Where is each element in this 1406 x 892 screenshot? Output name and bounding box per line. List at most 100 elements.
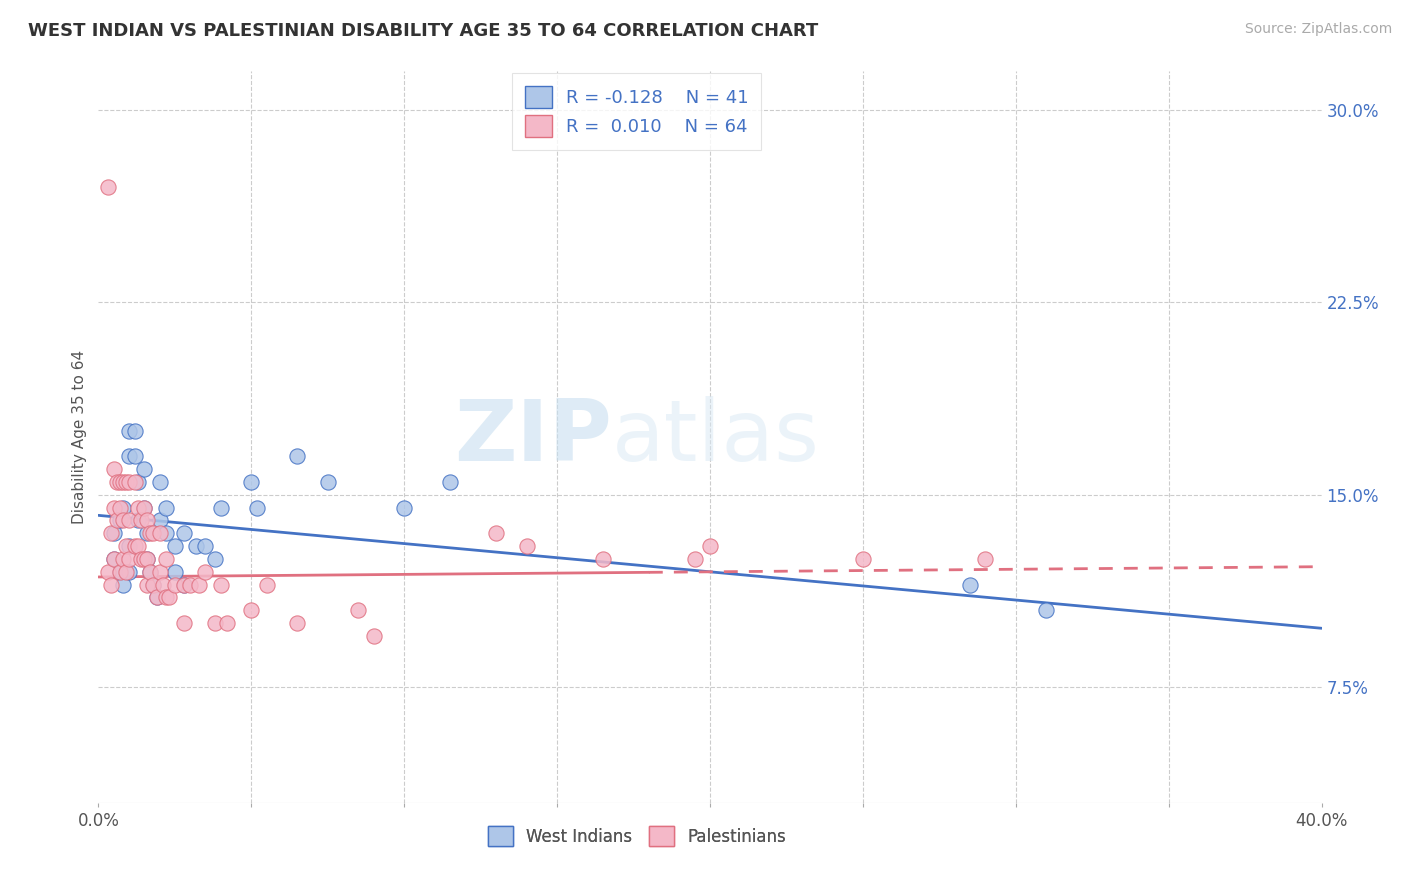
Point bbox=[100, 577, 122, 591]
Point bbox=[127, 514, 149, 528]
Point bbox=[111, 500, 134, 515]
Point bbox=[108, 565, 131, 579]
Text: WEST INDIAN VS PALESTINIAN DISABILITY AGE 35 TO 64 CORRELATION CHART: WEST INDIAN VS PALESTINIAN DISABILITY AG… bbox=[28, 22, 818, 40]
Point bbox=[115, 539, 138, 553]
Point bbox=[108, 475, 131, 489]
Point bbox=[97, 565, 120, 579]
Point bbox=[179, 577, 201, 591]
Point bbox=[188, 577, 211, 591]
Point bbox=[485, 526, 508, 541]
Point bbox=[118, 565, 141, 579]
Point bbox=[139, 526, 162, 541]
Point bbox=[118, 475, 141, 489]
Point bbox=[103, 552, 125, 566]
Point bbox=[115, 475, 138, 489]
Point bbox=[139, 565, 162, 579]
Point bbox=[246, 500, 269, 515]
Point bbox=[108, 500, 131, 515]
Point bbox=[103, 500, 125, 515]
Point bbox=[155, 552, 177, 566]
Point bbox=[149, 565, 172, 579]
Point bbox=[439, 475, 461, 489]
Point bbox=[163, 565, 186, 579]
Point bbox=[347, 603, 370, 617]
Point bbox=[127, 539, 149, 553]
Point bbox=[136, 552, 159, 566]
Point bbox=[173, 577, 195, 591]
Point bbox=[683, 552, 706, 566]
Point bbox=[204, 616, 226, 631]
Point bbox=[149, 526, 172, 541]
Point bbox=[136, 526, 159, 541]
Point bbox=[105, 514, 128, 528]
Point bbox=[163, 539, 186, 553]
Point bbox=[111, 577, 134, 591]
Point bbox=[974, 552, 997, 566]
Point bbox=[127, 475, 149, 489]
Text: Source: ZipAtlas.com: Source: ZipAtlas.com bbox=[1244, 22, 1392, 37]
Point bbox=[111, 552, 134, 566]
Point bbox=[118, 539, 141, 553]
Point bbox=[103, 552, 125, 566]
Point bbox=[145, 591, 167, 605]
Legend: West Indians, Palestinians: West Indians, Palestinians bbox=[481, 820, 793, 853]
Point bbox=[209, 500, 232, 515]
Point bbox=[316, 475, 339, 489]
Point bbox=[285, 450, 308, 464]
Point bbox=[97, 179, 120, 194]
Point bbox=[204, 552, 226, 566]
Point bbox=[129, 514, 152, 528]
Point bbox=[959, 577, 981, 591]
Point bbox=[139, 565, 162, 579]
Point bbox=[142, 577, 165, 591]
Point bbox=[149, 475, 172, 489]
Point bbox=[173, 526, 195, 541]
Point bbox=[124, 450, 146, 464]
Point bbox=[134, 552, 156, 566]
Point bbox=[105, 475, 128, 489]
Point bbox=[215, 616, 238, 631]
Point bbox=[285, 616, 308, 631]
Point bbox=[256, 577, 278, 591]
Point bbox=[103, 462, 125, 476]
Point bbox=[699, 539, 721, 553]
Point bbox=[111, 514, 134, 528]
Point bbox=[118, 552, 141, 566]
Point bbox=[1035, 603, 1057, 617]
Point bbox=[155, 526, 177, 541]
Point bbox=[100, 526, 122, 541]
Point bbox=[118, 514, 141, 528]
Point bbox=[118, 450, 141, 464]
Point bbox=[240, 603, 263, 617]
Point bbox=[142, 526, 165, 541]
Y-axis label: Disability Age 35 to 64: Disability Age 35 to 64 bbox=[72, 350, 87, 524]
Point bbox=[152, 577, 174, 591]
Point bbox=[186, 539, 208, 553]
Point bbox=[115, 565, 138, 579]
Point bbox=[592, 552, 614, 566]
Point bbox=[194, 539, 217, 553]
Point bbox=[134, 500, 156, 515]
Text: ZIP: ZIP bbox=[454, 395, 612, 479]
Point bbox=[134, 462, 156, 476]
Point bbox=[163, 577, 186, 591]
Point bbox=[111, 475, 134, 489]
Point bbox=[142, 577, 165, 591]
Point bbox=[149, 514, 172, 528]
Point bbox=[157, 591, 180, 605]
Point bbox=[124, 539, 146, 553]
Point bbox=[516, 539, 538, 553]
Point bbox=[108, 565, 131, 579]
Point bbox=[103, 526, 125, 541]
Point bbox=[852, 552, 875, 566]
Point bbox=[392, 500, 416, 515]
Point bbox=[127, 500, 149, 515]
Point bbox=[363, 629, 385, 643]
Point bbox=[209, 577, 232, 591]
Point bbox=[145, 591, 167, 605]
Point bbox=[108, 514, 131, 528]
Point bbox=[136, 552, 159, 566]
Point bbox=[136, 577, 159, 591]
Text: atlas: atlas bbox=[612, 395, 820, 479]
Point bbox=[155, 591, 177, 605]
